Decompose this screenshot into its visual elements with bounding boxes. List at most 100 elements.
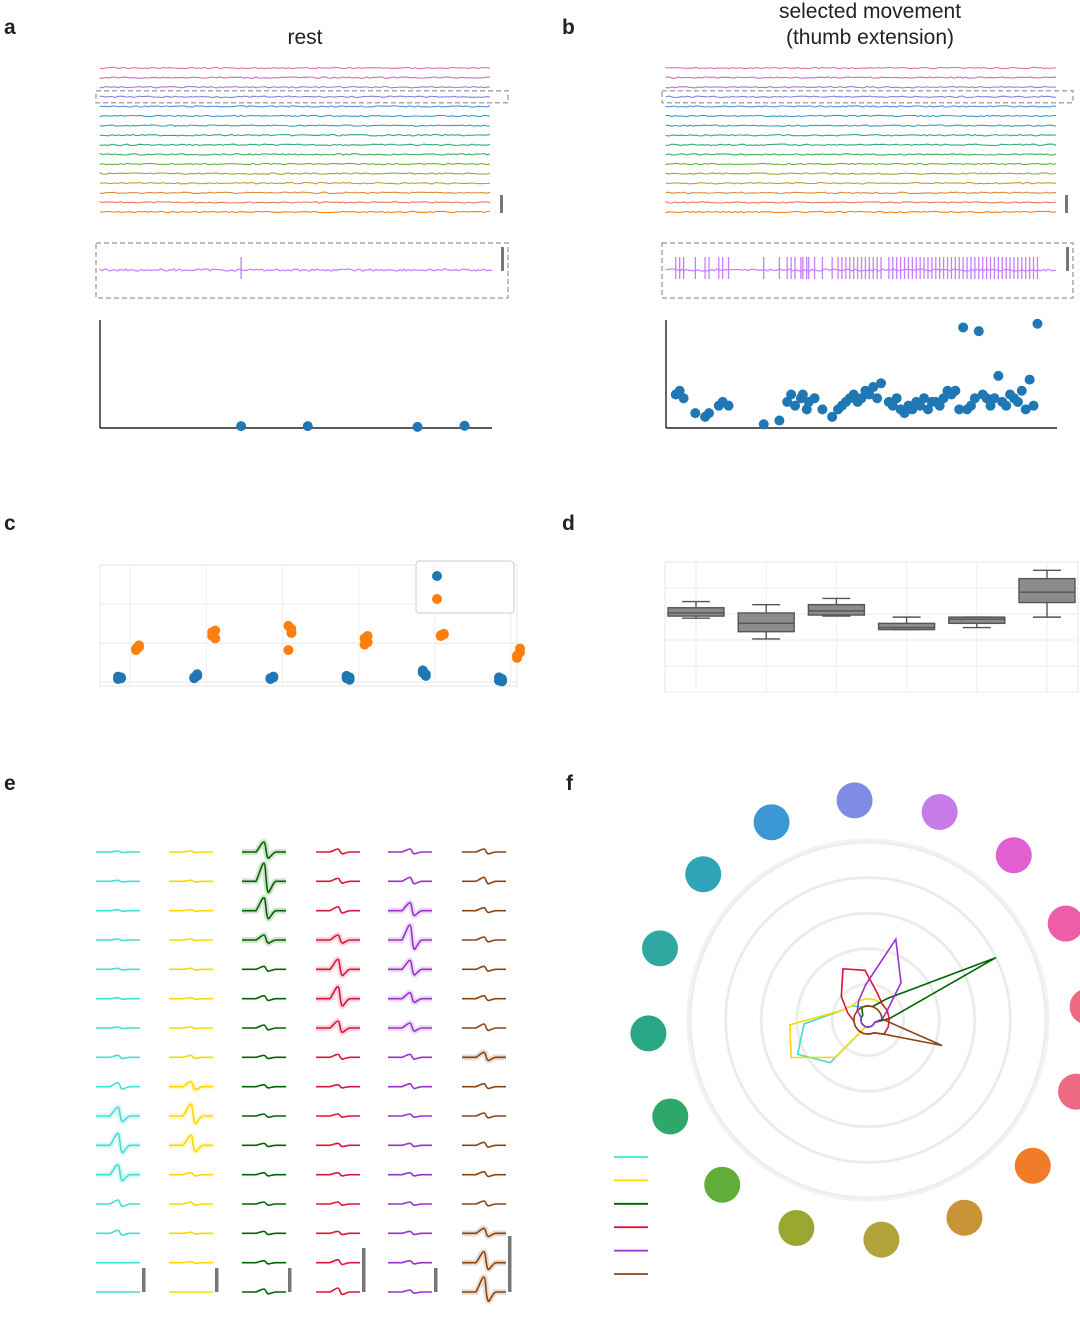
rest-point <box>116 673 126 684</box>
scale-bar <box>500 195 503 213</box>
rate-point <box>907 404 918 415</box>
waveform-MF <box>169 908 213 913</box>
channel-badge-9 <box>685 856 722 893</box>
waveform-TE <box>388 1201 432 1207</box>
scale-bar <box>1065 195 1068 213</box>
waveform-PE <box>242 1201 286 1207</box>
waveform-WP <box>462 965 506 972</box>
radial-grid <box>759 911 977 1129</box>
channel-trace-2 <box>665 191 1057 195</box>
rest-point <box>420 669 431 680</box>
waveform-MF <box>169 1171 213 1177</box>
waveform-shade <box>316 931 360 946</box>
waveform-shade <box>242 860 286 896</box>
rate-point <box>981 393 992 404</box>
move-point <box>515 647 525 658</box>
waveform-IF <box>96 1199 140 1208</box>
waveform-shade <box>169 1132 213 1155</box>
zoom-box <box>661 242 1074 299</box>
rate-point <box>690 408 701 419</box>
channel-trace-1 <box>99 200 491 204</box>
radial-grid <box>795 947 941 1093</box>
rate-point <box>973 326 984 337</box>
radial-grid <box>830 982 906 1058</box>
move-point <box>286 624 297 635</box>
rate-point <box>965 400 976 411</box>
waveform-WP <box>462 1051 506 1062</box>
panel-e-waveforms <box>96 838 512 1305</box>
scale-bar <box>288 1268 292 1292</box>
waveform-IF <box>96 1054 140 1060</box>
zoom-box <box>95 242 509 299</box>
waveform-IF <box>96 1106 140 1123</box>
rate-point <box>723 400 734 411</box>
rest-point <box>268 671 279 682</box>
channel-trace-10 <box>99 114 491 118</box>
rate-point <box>1032 318 1043 329</box>
legend-move-marker <box>432 594 442 604</box>
waveform-shade <box>388 921 432 953</box>
rate-point <box>868 382 879 393</box>
channel-trace-6 <box>99 152 491 156</box>
move-point <box>283 645 294 656</box>
channel-badge-11 <box>836 782 873 819</box>
rate-point <box>302 421 313 432</box>
waveform-TE <box>388 1171 432 1177</box>
waveform-IF <box>96 996 140 1001</box>
rest-point <box>497 673 507 684</box>
waveform-TAb <box>316 1171 360 1177</box>
waveform-shade <box>316 1017 360 1036</box>
waveform-TE <box>388 1113 432 1119</box>
channel-trace-5 <box>665 162 1057 166</box>
move-point <box>362 631 373 642</box>
waveform-shade <box>462 1225 506 1240</box>
waveform-shade <box>242 931 286 946</box>
channel-trace-13 <box>665 85 1057 89</box>
waveform-TAb <box>316 877 360 884</box>
channel-trace-6 <box>665 153 1057 156</box>
channel-trace-9 <box>99 124 491 127</box>
rate-point <box>412 421 423 432</box>
highlight-box <box>95 90 509 104</box>
waveform-PE <box>242 965 286 972</box>
panel-letter-c: c <box>4 512 16 535</box>
box-PE <box>807 603 866 616</box>
panel-letter-b: b <box>562 16 575 39</box>
rate-point <box>969 393 980 404</box>
waveform-MF <box>169 967 213 971</box>
scale-bar <box>142 1268 146 1292</box>
waveform-shade <box>388 1019 432 1034</box>
waveform-WP <box>462 1082 506 1090</box>
channel-badge-14 <box>1047 905 1080 942</box>
waveform-MF <box>169 1231 213 1235</box>
move-point <box>134 641 144 652</box>
waveform-TE <box>388 848 432 855</box>
waveform-TAb <box>316 1258 360 1266</box>
waveform-MF <box>169 1103 213 1125</box>
rate-point <box>790 400 801 411</box>
panel-f-radar <box>614 782 1080 1275</box>
waveform-TAb <box>316 1142 360 1148</box>
scale-bar <box>215 1268 219 1292</box>
rate-point <box>1028 400 1039 411</box>
waveform-shade <box>388 989 432 1006</box>
rate-point <box>1020 404 1031 415</box>
waveform-MF <box>169 1201 213 1207</box>
rate-point <box>774 415 785 426</box>
waveform-MF <box>169 1134 213 1153</box>
radial-grid <box>724 876 1012 1164</box>
channel-trace-10 <box>665 114 1057 118</box>
waveform-shade <box>462 1273 506 1305</box>
waveform-TE <box>388 959 432 976</box>
rate-point <box>459 420 470 431</box>
channel-badge-13 <box>995 837 1032 874</box>
channel-trace-3 <box>99 181 491 185</box>
waveform-IF <box>96 938 140 942</box>
channel-trace-5 <box>99 162 491 166</box>
waveform-PE <box>242 1142 286 1148</box>
waveform-PE <box>242 934 286 944</box>
waveform-MF <box>169 1260 213 1265</box>
waveform-WP <box>462 906 506 914</box>
plot-area <box>664 561 1079 693</box>
waveform-PE <box>242 1259 286 1265</box>
